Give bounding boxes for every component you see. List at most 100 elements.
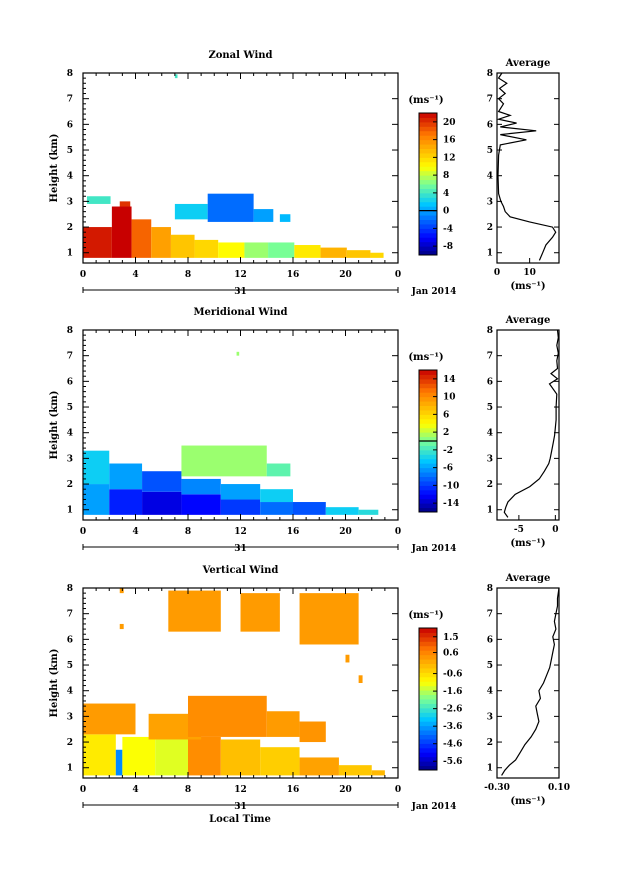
- x-tick-label: 16: [287, 527, 300, 537]
- colorbar-swatch: [419, 135, 437, 141]
- day-label: 31: [234, 287, 247, 297]
- heatmap-cell: [358, 675, 363, 683]
- avg-x-tick-label: 0: [494, 268, 500, 278]
- heatmap-cell: [260, 747, 300, 776]
- x-tick-label: 4: [132, 785, 138, 795]
- y-axis-label: Height (km): [49, 134, 60, 203]
- colorbar-tick-label: 4: [443, 189, 449, 199]
- heatmap-cell: [119, 623, 124, 630]
- heatmap-cell: [260, 502, 293, 515]
- colorbar-swatch: [419, 219, 437, 225]
- chart-title: Meridional Wind: [193, 307, 287, 318]
- average-frame: [496, 329, 560, 521]
- heatmap-cell: [151, 227, 171, 258]
- heatmap-cell: [370, 252, 384, 258]
- y-tick-label: 3: [67, 197, 73, 207]
- avg-y-tick-label: 4: [487, 172, 493, 182]
- heatmap-cell: [83, 450, 110, 485]
- avg-x-tick-label: -0.30: [484, 783, 510, 793]
- colorbar-swatch: [419, 699, 437, 704]
- heatmap-cell: [181, 445, 267, 477]
- date-label: Jan 2014: [411, 802, 457, 812]
- colorbar-tick-label: 14: [443, 375, 456, 385]
- colorbar-swatch: [419, 166, 437, 172]
- colorbar-swatch: [419, 756, 437, 762]
- avg-y-tick-label: 1: [487, 506, 493, 516]
- x-tick-label: 8: [185, 785, 191, 795]
- colorbar-swatch: [419, 215, 437, 220]
- colorbar-swatch: [419, 738, 437, 744]
- colorbar-tick-label: 12: [443, 153, 456, 163]
- colorbar-swatch: [419, 170, 437, 176]
- colorbar-swatch: [419, 378, 437, 384]
- heatmap-cell: [109, 463, 143, 490]
- y-tick-label: 4: [67, 687, 73, 697]
- colorbar-swatch: [419, 503, 437, 509]
- heatmap-cell: [236, 351, 240, 356]
- colorbar-swatch: [419, 192, 437, 198]
- colorbar-swatch: [419, 432, 437, 438]
- date-label: Jan 2014: [411, 287, 457, 297]
- colorbar-swatch: [419, 241, 437, 247]
- y-tick-label: 1: [67, 506, 73, 516]
- colorbar-swatch: [419, 201, 437, 207]
- colorbar-units: (ms⁻¹): [408, 95, 443, 106]
- heatmap-cell: [346, 250, 371, 258]
- colorbar-swatch: [419, 405, 437, 411]
- average-frame: [496, 72, 560, 264]
- heatmap-cell: [111, 206, 132, 258]
- colorbar-tick-label: -2: [443, 446, 453, 456]
- colorbar-tick-label: -0.6: [443, 670, 462, 680]
- heatmap-cell: [155, 739, 188, 776]
- colorbar-swatch: [419, 721, 437, 727]
- average-frame: [496, 587, 560, 779]
- colorbar-swatch: [419, 423, 437, 429]
- heatmap-cell: [142, 491, 182, 515]
- average-profile-line: [496, 72, 557, 261]
- heatmap-cell: [220, 499, 261, 515]
- avg-y-tick-label: 2: [487, 738, 493, 748]
- x-tick-label: 8: [185, 270, 191, 280]
- date-label: Jan 2014: [411, 544, 457, 554]
- colorbar-swatch: [419, 449, 437, 455]
- colorbar-swatch: [419, 716, 437, 722]
- avg-y-tick-label: 8: [487, 69, 493, 79]
- x-tick-label: 12: [234, 270, 247, 280]
- colorbar-tick-label: -14: [443, 499, 459, 509]
- avg-x-tick-label: 0: [552, 525, 558, 535]
- colorbar-swatch: [419, 409, 437, 415]
- x-tick-label: 0: [395, 270, 401, 280]
- colorbar-swatch: [419, 401, 437, 406]
- colorbar-swatch: [419, 197, 437, 203]
- avg-y-tick-label: 1: [487, 249, 493, 259]
- colorbar-tick-label: 6: [443, 410, 449, 420]
- colorbar-swatch: [419, 436, 437, 442]
- y-tick-label: 8: [67, 69, 73, 79]
- x-tick-label: 4: [132, 527, 138, 537]
- heatmap-cell: [181, 478, 221, 495]
- colorbar-swatch: [419, 480, 437, 486]
- colorbar-swatch: [419, 228, 437, 234]
- colorbar-swatch: [419, 672, 437, 678]
- x-tick-label: 16: [287, 785, 300, 795]
- avg-y-tick-label: 7: [487, 610, 493, 620]
- colorbar-swatch: [419, 157, 437, 163]
- colorbar-swatch: [419, 650, 437, 656]
- colorbar-tick-label: 2: [443, 428, 449, 438]
- heatmap-cell: [268, 242, 295, 258]
- avg-x-label: (ms⁻¹): [510, 538, 545, 549]
- heatmap-cell: [170, 234, 195, 258]
- y-tick-label: 5: [67, 146, 73, 156]
- heatmap-cell: [181, 494, 221, 515]
- colorbar-tick-label: -8: [443, 242, 453, 252]
- colorbar-tick-label: -3.6: [443, 722, 462, 732]
- colorbar-swatch: [419, 494, 437, 500]
- colorbar-swatch: [419, 161, 437, 167]
- colorbar-swatch: [419, 667, 437, 673]
- colorbar-swatch: [419, 396, 437, 402]
- colorbar-tick-label: -4.6: [443, 740, 462, 750]
- heatmap-cell: [131, 219, 152, 258]
- y-tick-label: 3: [67, 712, 73, 722]
